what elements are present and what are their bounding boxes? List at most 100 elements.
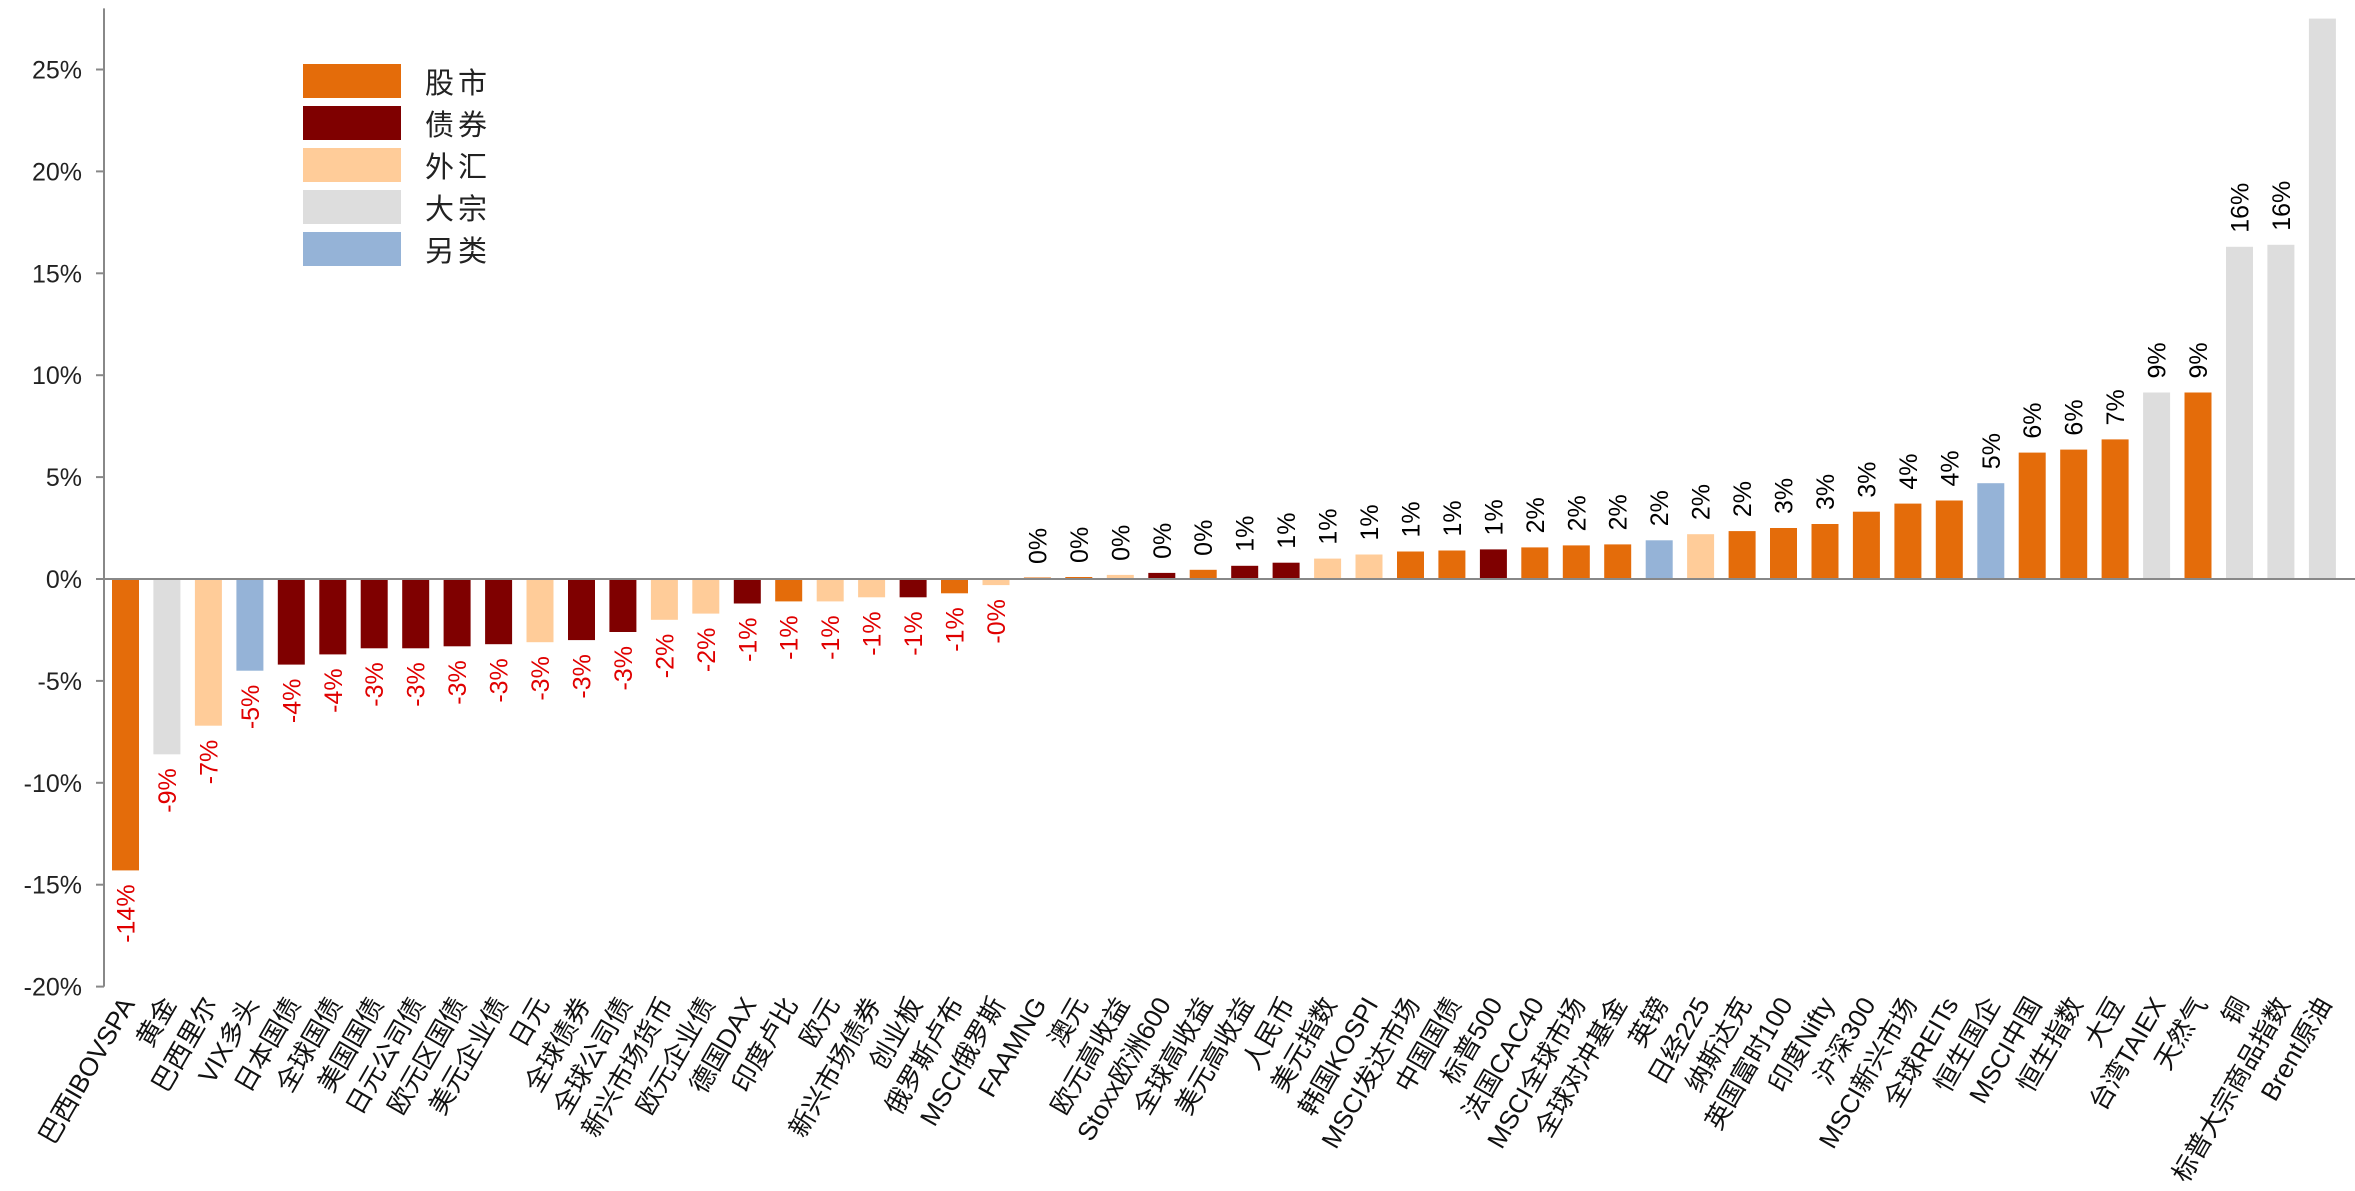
legend-swatch-commodity — [303, 190, 401, 224]
y-tick-label-1: 20% — [32, 158, 82, 186]
data-label-8: -3% — [444, 660, 472, 704]
bar-3 — [236, 579, 264, 671]
legend-item-equity: 股市 — [303, 60, 491, 102]
data-label-10: -3% — [527, 656, 555, 700]
bar-8 — [443, 579, 471, 647]
bar-6 — [360, 579, 388, 649]
y-tick-label-5: 0% — [46, 566, 82, 594]
data-label-27: 1% — [1232, 516, 1260, 552]
bar-13 — [650, 579, 678, 620]
data-label-22: 0% — [1024, 528, 1052, 564]
data-label-34: 2% — [1522, 497, 1550, 533]
data-label-11: -3% — [568, 654, 596, 698]
bar-32 — [1438, 550, 1466, 579]
bar-10 — [526, 579, 554, 643]
bar-5 — [319, 579, 347, 655]
legend-label-commodity: 大宗 — [425, 192, 492, 226]
bar-0 — [112, 579, 139, 871]
data-label-40: 3% — [1771, 478, 1799, 514]
y-tick-label-6: -5% — [38, 668, 82, 696]
y-tick-label-9: -20% — [24, 974, 82, 1002]
bar-34 — [1521, 547, 1549, 579]
y-tick-label-7: -10% — [24, 770, 82, 798]
bar-29 — [1314, 558, 1342, 579]
category-label-0: 巴西IBOVSPA — [33, 991, 141, 1149]
data-label-47: 6% — [2061, 399, 2089, 435]
data-label-5: -4% — [320, 668, 348, 712]
data-label-15: -1% — [734, 617, 762, 661]
bar-16 — [775, 579, 803, 602]
data-label-49: 9% — [2144, 342, 2172, 378]
data-label-25: 0% — [1149, 523, 1177, 559]
bar-51 — [2226, 246, 2253, 580]
bar-44 — [1935, 500, 1963, 579]
bar-18 — [858, 579, 886, 598]
data-label-24: 0% — [1107, 525, 1135, 561]
bar-11 — [568, 579, 595, 641]
bar-14 — [692, 579, 720, 614]
legend-item-alt: 另类 — [303, 228, 491, 270]
data-label-20: -1% — [942, 607, 970, 651]
data-label-43: 4% — [1895, 453, 1923, 489]
data-label-45: 5% — [1978, 433, 2006, 469]
data-label-36: 2% — [1605, 494, 1633, 530]
data-label-35: 2% — [1563, 495, 1591, 531]
data-label-31: 1% — [1397, 501, 1425, 537]
data-label-29: 1% — [1315, 508, 1343, 544]
y-tick-label-2: 15% — [32, 260, 82, 288]
legend-swatch-bond — [303, 106, 401, 140]
data-label-52: 16% — [2268, 181, 2296, 231]
legend-label-equity: 股市 — [425, 66, 492, 100]
bar-42 — [1852, 511, 1880, 579]
legend-item-fx: 外汇 — [303, 144, 491, 186]
data-label-50: 9% — [2185, 342, 2213, 378]
bar-37 — [1645, 540, 1673, 579]
bar-52 — [2267, 244, 2295, 580]
bar-15 — [733, 579, 761, 604]
bar-17 — [816, 579, 844, 602]
bar-2 — [194, 579, 222, 726]
data-label-32: 1% — [1439, 500, 1467, 536]
bar-53 — [2308, 18, 2336, 580]
bar-40 — [1770, 528, 1797, 579]
legend-label-bond: 债券 — [425, 108, 492, 142]
legend: 股市 债券 外汇 大宗 另类 — [303, 60, 491, 270]
data-label-23: 0% — [1066, 527, 1094, 563]
bar-24 — [1106, 574, 1134, 579]
legend-item-bond: 债券 — [303, 102, 491, 144]
data-label-46: 6% — [2019, 403, 2047, 439]
bar-4 — [277, 579, 305, 665]
bar-12 — [609, 579, 637, 632]
bar-41 — [1811, 524, 1839, 579]
y-tick-label-3: 10% — [32, 362, 82, 390]
bar-1 — [153, 579, 181, 755]
bar-25 — [1148, 572, 1176, 579]
data-label-1: -9% — [154, 768, 182, 812]
bar-27 — [1231, 565, 1259, 579]
bar-35 — [1562, 545, 1590, 579]
legend-item-commodity: 大宗 — [303, 186, 491, 228]
data-label-9: -3% — [486, 658, 514, 702]
legend-swatch-fx — [303, 148, 401, 182]
legend-swatch-alt — [303, 232, 401, 266]
bar-31 — [1397, 551, 1424, 579]
data-label-51: 16% — [2226, 183, 2254, 233]
data-label-21: -0% — [983, 599, 1011, 643]
data-label-44: 4% — [1936, 450, 1964, 486]
data-label-18: -1% — [859, 611, 887, 655]
data-label-28: 1% — [1273, 513, 1301, 549]
data-label-3: -5% — [237, 685, 265, 729]
data-label-13: -2% — [651, 634, 679, 678]
bar-7 — [402, 579, 430, 649]
data-label-37: 2% — [1646, 490, 1674, 526]
bar-21 — [982, 579, 1010, 586]
data-label-33: 1% — [1480, 499, 1508, 535]
data-label-6: -3% — [361, 662, 389, 706]
bar-19 — [899, 579, 927, 598]
data-label-38: 2% — [1688, 484, 1716, 520]
data-label-39: 2% — [1729, 481, 1757, 517]
data-label-0: -14% — [113, 884, 141, 942]
data-label-4: -4% — [278, 679, 306, 723]
legend-label-alt: 另类 — [425, 234, 492, 268]
